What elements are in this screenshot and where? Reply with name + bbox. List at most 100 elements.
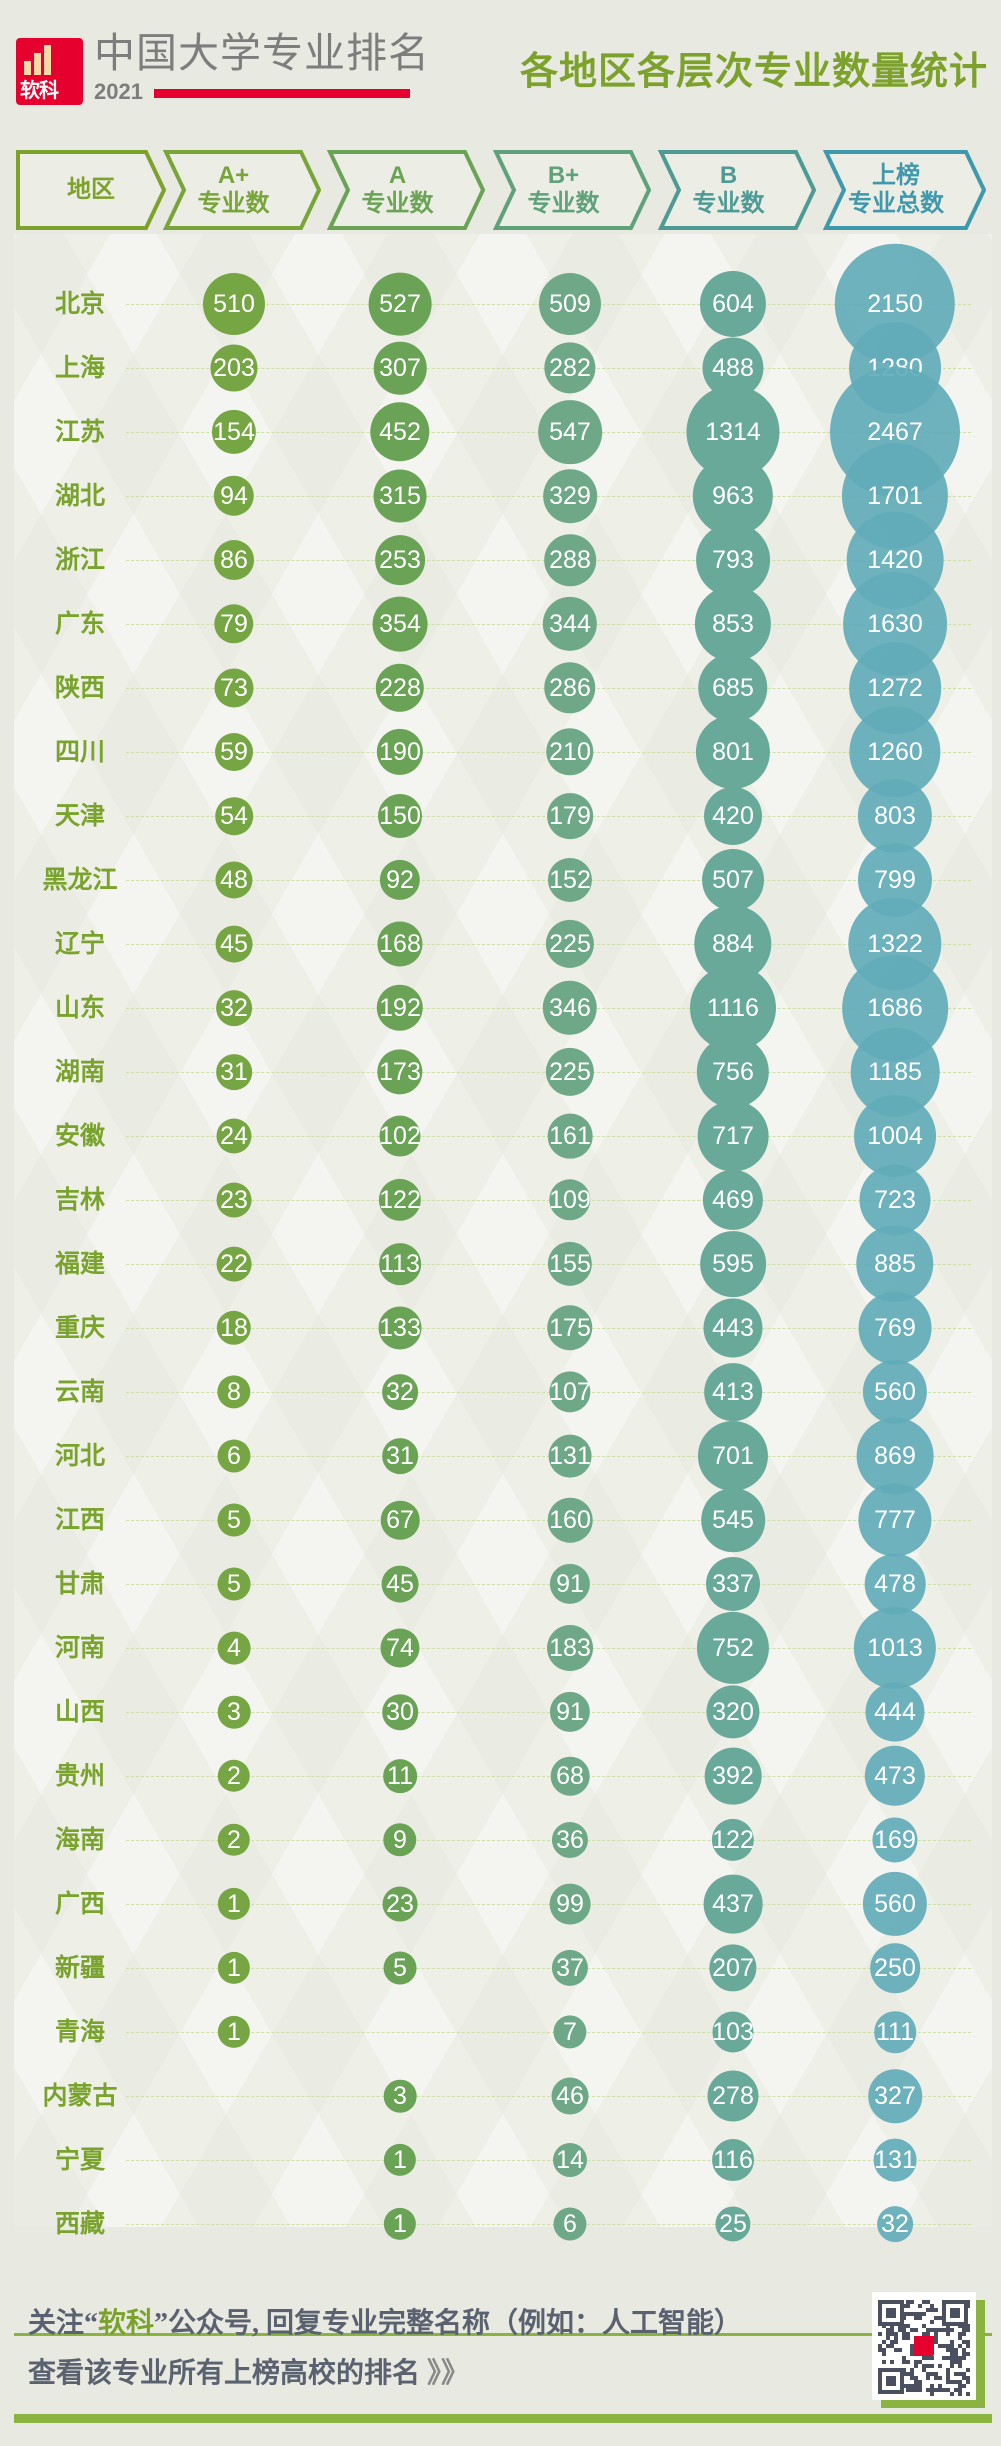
bubble-bplus (538, 400, 602, 464)
row-guide (126, 1712, 971, 1713)
bubble-a (383, 2143, 417, 2177)
bubble-bplus (545, 1047, 595, 1097)
bubble-value-aplus: 1 (227, 1890, 241, 1918)
region-label: 吉林 (54, 1186, 105, 1214)
bubble-value-a: 527 (379, 290, 421, 318)
column-header: 地区 (16, 150, 166, 230)
bubble-value-aplus: 23 (220, 1186, 248, 1214)
bubble-value-bplus: 286 (549, 674, 591, 702)
region-label: 江苏 (54, 418, 105, 446)
bubble-value-b: 963 (712, 482, 754, 510)
bubble-b (709, 1944, 757, 1992)
footer-divider (14, 2333, 992, 2336)
region-label: 海南 (54, 1826, 105, 1854)
footer-text: 关注 (28, 2308, 85, 2339)
region-label: 江西 (54, 1506, 105, 1534)
bubble-a (383, 1759, 417, 1793)
region-label: 湖北 (54, 482, 105, 510)
qr-code[interactable] (872, 2292, 976, 2400)
bubble-value-aplus: 94 (220, 482, 248, 510)
bubble-value-a: 190 (379, 738, 421, 766)
bubble-bplus (551, 1949, 589, 1987)
bubble-aplus (217, 1567, 251, 1601)
table-row: 四川 59 190 210 801 1260 (0, 706, 1001, 798)
arrows-icon: 》》 (427, 2358, 470, 2389)
bubble-value-bplus: 152 (549, 866, 591, 894)
bubble-value-b: 1116 (707, 994, 759, 1022)
bubble-bplus (547, 1625, 593, 1671)
bubble-value-b: 853 (712, 610, 754, 638)
bubble-value-total: 1630 (867, 610, 923, 638)
table-row: 福建 22 113 155 595 885 (0, 1225, 1001, 1303)
bubble-b (697, 1100, 769, 1172)
bubble-total (873, 2138, 917, 2182)
bubble-total (857, 778, 933, 854)
footer-text: 公众号, 回复专业完整名称（例如：人工智能） (168, 2308, 743, 2339)
bubble-bplus (539, 273, 601, 335)
bubble-b (711, 1818, 755, 1862)
bubble-b (707, 2070, 759, 2122)
region-label: 重庆 (54, 1314, 105, 1342)
bubble-value-aplus: 3 (227, 1698, 241, 1726)
footer-bar (14, 2414, 992, 2423)
bubble-value-aplus: 86 (220, 546, 248, 574)
bubble-value-aplus: 54 (220, 802, 248, 830)
quote-close: ” (154, 2308, 169, 2339)
bubble-value-bplus: 509 (549, 290, 591, 318)
bubble-value-bplus: 46 (556, 2082, 584, 2110)
bubble-value-aplus: 6 (227, 1442, 241, 1470)
bubble-value-b: 337 (712, 1570, 754, 1598)
bubble-value-b: 1314 (705, 418, 761, 446)
bubble-total (877, 2206, 913, 2242)
bubble-value-bplus: 37 (556, 1954, 584, 1982)
bubble-value-b: 701 (712, 1442, 754, 1470)
bubble-value-a: 74 (386, 1634, 414, 1662)
bubble-b (696, 1035, 770, 1109)
row-guide (126, 1392, 971, 1393)
bubble-bplus (553, 2207, 587, 2241)
bubble-total (858, 1291, 932, 1365)
region-label: 青海 (54, 2018, 105, 2046)
region-label: 云南 (54, 1378, 105, 1406)
footer-line-1: 关注“软科”公众号, 回复专业完整名称（例如：人工智能） (28, 2306, 858, 2342)
bubble-value-total: 131 (874, 2146, 916, 2174)
bubble-value-a: 173 (379, 1058, 421, 1086)
bubble-value-aplus: 32 (220, 994, 248, 1022)
bubble-aplus (216, 1182, 252, 1218)
region-label: 辽宁 (54, 930, 105, 958)
bubble-total (874, 2011, 916, 2053)
bubble-value-bplus: 346 (549, 994, 591, 1022)
bubble-total (864, 1553, 926, 1615)
bubble-a (368, 272, 432, 336)
bubble-value-b: 122 (712, 1826, 754, 1854)
bubble-bplus (544, 342, 596, 394)
bubble-a (382, 1374, 418, 1410)
header-line-2: 专业总数 (848, 190, 944, 217)
bubble-bplus (551, 2077, 589, 2115)
bubble-aplus (217, 1951, 251, 1985)
bubble-value-aplus: 154 (213, 418, 255, 446)
table-row: 安徽 24 102 161 717 1004 (0, 1095, 1001, 1177)
row-guide (126, 1904, 971, 1905)
chart-panel (14, 234, 992, 2227)
bubble-bplus (542, 596, 598, 652)
bubble-value-aplus: 8 (227, 1378, 241, 1406)
bubble-value-bplus: 344 (549, 610, 591, 638)
bubble-value-total: 723 (874, 1186, 916, 1214)
table-row: 湖北 94 315 329 963 1701 (0, 442, 1001, 550)
bubble-value-total: 560 (874, 1378, 916, 1406)
row-guide (126, 2160, 971, 2161)
bubble-value-total: 169 (874, 1826, 916, 1854)
bubble-value-bplus: 107 (549, 1378, 591, 1406)
bubble-value-bplus: 131 (549, 1442, 591, 1470)
bubble-value-bplus: 225 (549, 1058, 591, 1086)
region-label: 上海 (54, 354, 105, 382)
bubble-value-a: 122 (379, 1186, 421, 1214)
bubble-bplus (549, 1691, 591, 1733)
table-row: 辽宁 45 168 225 884 1322 (0, 897, 1001, 991)
bubble-total (864, 1745, 926, 1807)
table-row: 江苏 154 452 547 1314 2467 (0, 367, 1001, 497)
table-row: 河南 4 74 183 752 1013 (0, 1606, 1001, 1690)
bubble-a (380, 1500, 420, 1540)
bubble-value-a: 113 (380, 1250, 420, 1278)
